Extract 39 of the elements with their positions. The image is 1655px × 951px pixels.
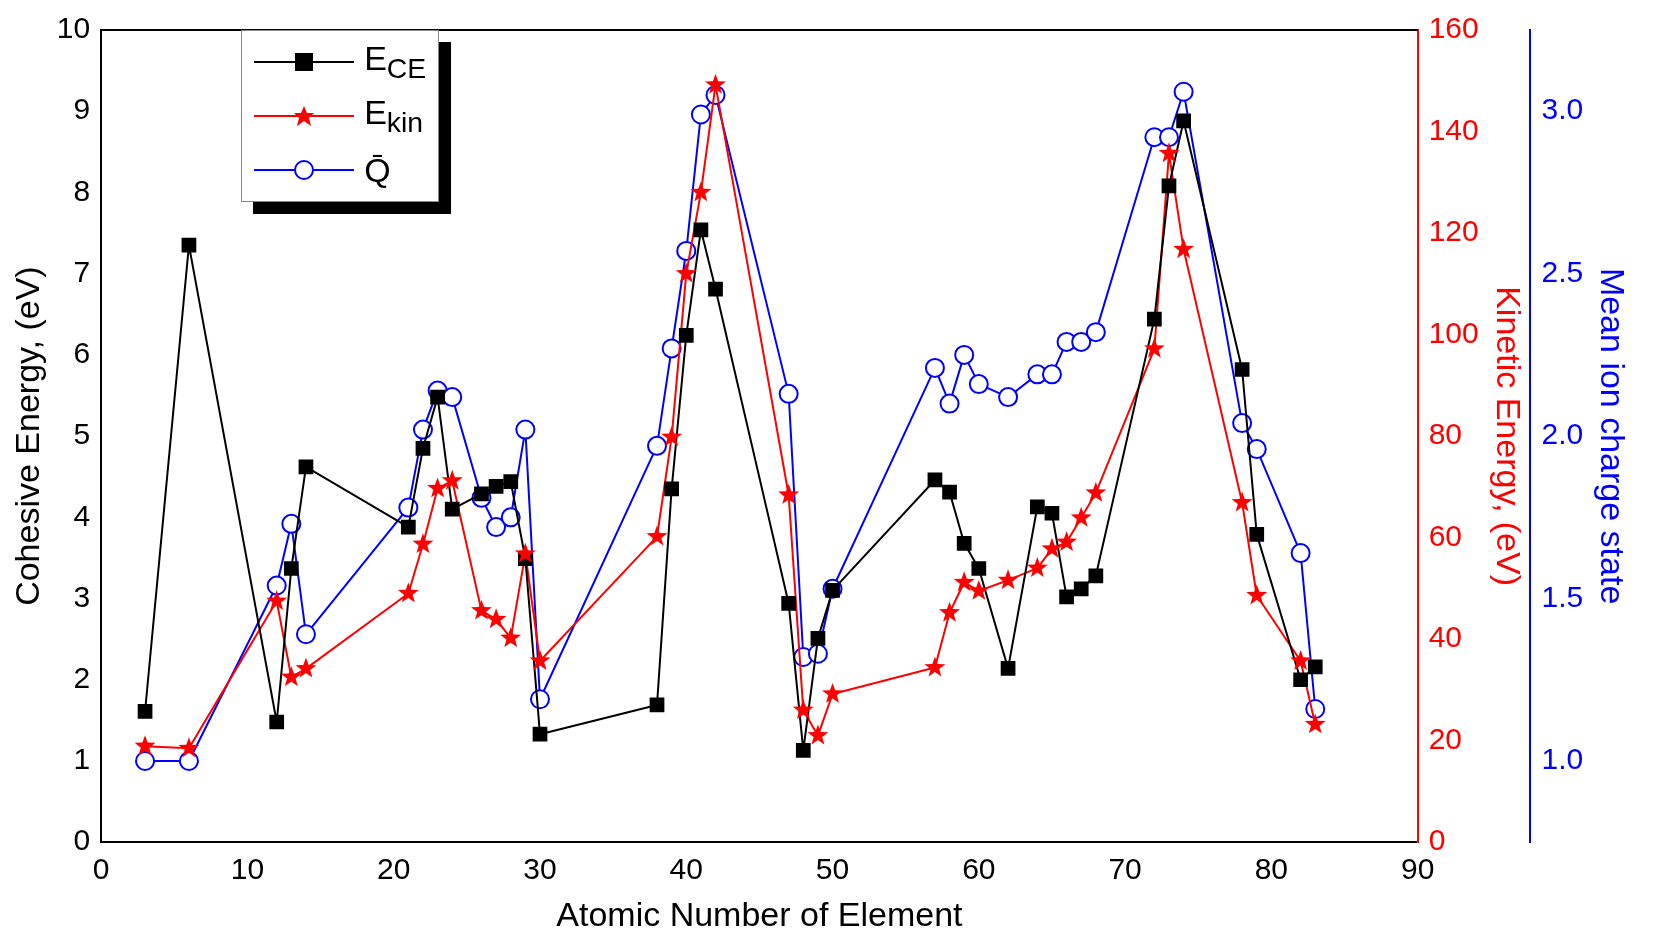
legend-label: E$_{CE}$ xyxy=(364,39,427,85)
y2-tick-label: 40 xyxy=(1428,620,1463,654)
y-tick-label: 0 xyxy=(73,823,91,857)
y-tick-label: 5 xyxy=(73,417,91,451)
y-tick-label: 3 xyxy=(73,579,91,613)
x-tick-label: 60 xyxy=(962,852,996,886)
x-tick-label: 70 xyxy=(1108,852,1142,886)
x-tick-label: 80 xyxy=(1254,852,1289,886)
y-tick-label: 8 xyxy=(73,173,91,207)
x-tick-label: 20 xyxy=(377,852,411,886)
y-tick-label: 7 xyxy=(73,254,91,288)
y-tick-label: 1 xyxy=(73,742,91,776)
y2-tick-label: 80 xyxy=(1428,417,1463,451)
legend-label: Q̄ xyxy=(364,150,391,190)
y3-tick-label: 3.0 xyxy=(1541,92,1584,126)
y-tick-label: 2 xyxy=(73,661,91,695)
y3-axis-title: Mean ion charge state xyxy=(1594,267,1633,605)
y2-tick-label: 140 xyxy=(1428,112,1479,146)
y2-tick-label: 120 xyxy=(1428,214,1479,248)
x-tick-label: 30 xyxy=(523,852,557,886)
y2-tick-label: 20 xyxy=(1428,721,1463,755)
y2-tick-label: 60 xyxy=(1428,518,1463,552)
x-axis-title: Atomic Number of Element xyxy=(556,894,964,933)
x-tick-label: 10 xyxy=(230,852,265,886)
y2-tick-label: 160 xyxy=(1428,11,1479,45)
y-tick-label: 9 xyxy=(73,92,91,126)
y-axis-title: Cohesive Energy, (eV) xyxy=(7,266,46,606)
x-tick-label: 40 xyxy=(669,852,703,886)
y3-tick-label: 2.0 xyxy=(1541,417,1584,451)
y-tick-label: 6 xyxy=(73,336,91,370)
y2-axis-title: Kinetic Energy, (eV) xyxy=(1489,286,1528,587)
y-tick-label: 4 xyxy=(73,498,91,532)
y-tick-label: 10 xyxy=(56,11,91,45)
legend-label: E$_{kin}$ xyxy=(364,93,424,139)
y3-tick-label: 1.0 xyxy=(1541,742,1584,776)
y3-tick-label: 2.5 xyxy=(1541,254,1584,288)
y2-tick-label: 100 xyxy=(1428,315,1479,349)
x-tick-label: 50 xyxy=(815,852,850,886)
y3-tick-label: 1.5 xyxy=(1541,579,1584,613)
